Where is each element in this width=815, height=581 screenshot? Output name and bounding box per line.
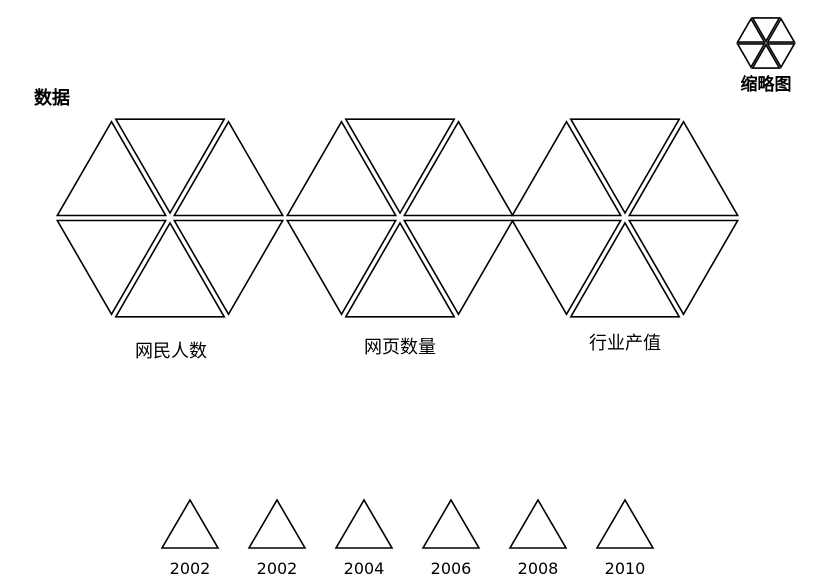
year-label: 2002 bbox=[257, 559, 298, 578]
triangle-left-lower bbox=[510, 219, 623, 316]
cluster-webpages[interactable]: 网页数量 bbox=[285, 118, 515, 358]
year-triangle-icon bbox=[247, 498, 307, 549]
year-triangle-icon bbox=[160, 498, 220, 549]
triangle-left-lower bbox=[736, 43, 766, 69]
triangle-left-lower bbox=[285, 219, 398, 316]
year-triangle-icon bbox=[508, 498, 568, 549]
hexagon-triangles-icon bbox=[285, 118, 515, 318]
triangle-left-lower bbox=[55, 219, 168, 316]
cluster-netizens[interactable]: 网民人数 bbox=[55, 118, 285, 362]
timeline: 2002 2002 2004 2006 2008 2010 bbox=[160, 498, 655, 578]
cluster-label: 网页数量 bbox=[364, 337, 436, 358]
triangle-top bbox=[114, 118, 226, 215]
cluster-industry-value[interactable]: 行业产值 bbox=[510, 118, 740, 354]
triangle-bottom bbox=[751, 43, 781, 69]
triangle-right-lower bbox=[402, 219, 515, 316]
triangle-bottom bbox=[114, 221, 226, 318]
triangle-right-lower bbox=[766, 43, 796, 69]
thumbnail-label: 缩略图 bbox=[741, 74, 792, 95]
timeline-item[interactable]: 2002 bbox=[160, 498, 220, 578]
page-title: 数据 bbox=[34, 87, 70, 109]
triangle-left-upper bbox=[510, 120, 623, 217]
triangle-top bbox=[751, 17, 781, 43]
timeline-item[interactable]: 2010 bbox=[595, 498, 655, 578]
hexagon-triangles-icon bbox=[510, 118, 740, 318]
triangle-left-upper bbox=[285, 120, 398, 217]
timeline-item[interactable]: 2006 bbox=[421, 498, 481, 578]
year-label: 2002 bbox=[170, 559, 211, 578]
thumbnail[interactable]: 缩略图 bbox=[736, 17, 796, 95]
timeline-item[interactable]: 2004 bbox=[334, 498, 394, 578]
triangle-right-lower bbox=[627, 219, 740, 316]
cluster-label: 行业产值 bbox=[589, 333, 661, 354]
timeline-item[interactable]: 2002 bbox=[247, 498, 307, 578]
year-triangle-icon bbox=[421, 498, 481, 549]
year-label: 2004 bbox=[344, 559, 385, 578]
hexagon-triangles-icon bbox=[55, 118, 285, 318]
triangle-left-upper bbox=[55, 120, 168, 217]
timeline-item[interactable]: 2008 bbox=[508, 498, 568, 578]
year-triangle-icon bbox=[334, 498, 394, 549]
triangle-left-upper bbox=[736, 17, 766, 43]
triangle-right-upper bbox=[172, 120, 285, 217]
triangle-top bbox=[344, 118, 456, 215]
year-label: 2006 bbox=[431, 559, 472, 578]
year-label: 2010 bbox=[605, 559, 646, 578]
triangle-right-lower bbox=[172, 219, 285, 316]
triangle-right-upper bbox=[627, 120, 740, 217]
triangle-right-upper bbox=[766, 17, 796, 43]
year-label: 2008 bbox=[518, 559, 559, 578]
triangle-right-upper bbox=[402, 120, 515, 217]
year-triangle-icon bbox=[595, 498, 655, 549]
triangle-top bbox=[569, 118, 681, 215]
thumbnail-hexagon-icon bbox=[736, 17, 796, 69]
cluster-label: 网民人数 bbox=[135, 341, 207, 362]
triangle-bottom bbox=[569, 221, 681, 318]
triangle-bottom bbox=[344, 221, 456, 318]
